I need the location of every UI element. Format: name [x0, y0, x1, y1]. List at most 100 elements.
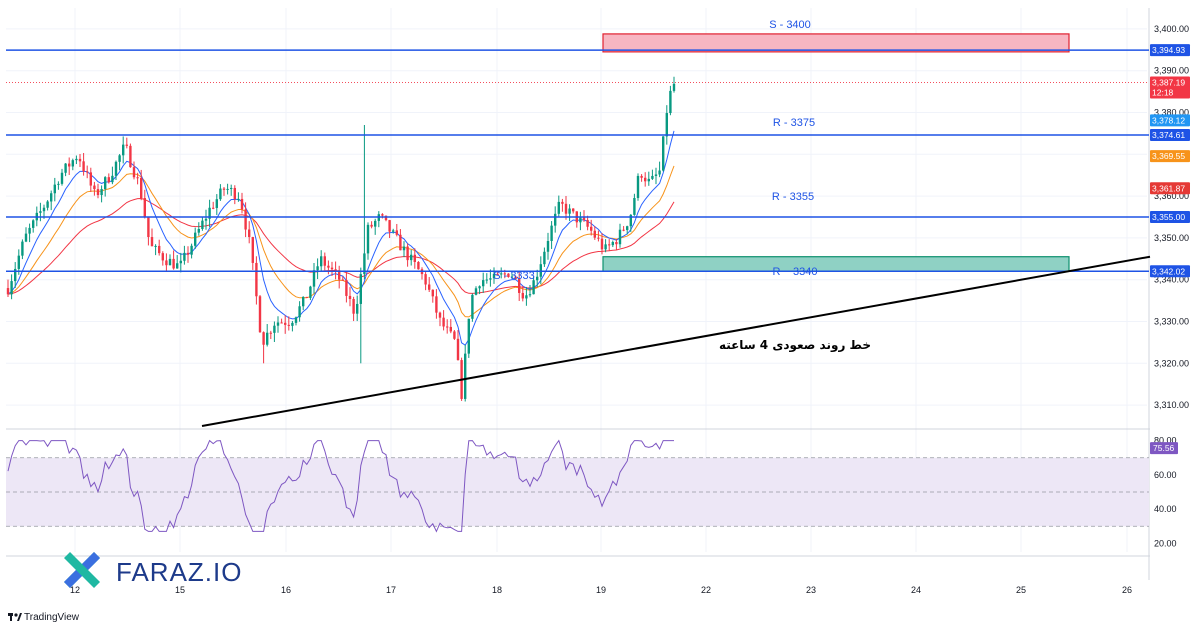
date-tick-label: 16 — [281, 585, 291, 595]
price-tick-label: 3,380.00 — [1154, 108, 1189, 118]
platform-label: TradingView — [24, 612, 80, 623]
candle — [71, 158, 74, 171]
candle — [507, 273, 510, 278]
candle — [662, 136, 665, 172]
candle — [125, 137, 128, 149]
trendline[interactable] — [201, 255, 1151, 427]
candle — [546, 232, 550, 260]
candle — [150, 228, 154, 247]
candle — [446, 319, 449, 334]
date-tick-label: 25 — [1016, 585, 1026, 595]
candle — [366, 222, 370, 260]
candle — [669, 85, 672, 116]
level-label: R ~ 3340 — [773, 266, 818, 278]
candle — [219, 184, 222, 201]
candle — [399, 229, 402, 251]
candle — [240, 192, 244, 214]
date-tick-label: 17 — [386, 585, 396, 595]
candle — [356, 295, 359, 322]
price-badge-text: 3,394.93 — [1152, 45, 1185, 55]
candle — [136, 172, 139, 185]
candle — [305, 296, 308, 298]
candle — [10, 274, 13, 300]
candle — [374, 218, 377, 235]
candle — [406, 243, 409, 267]
price-badge-text: 3,369.55 — [1152, 151, 1185, 161]
candle — [327, 260, 330, 275]
candle — [471, 293, 474, 322]
candle — [78, 153, 82, 167]
candle — [96, 183, 100, 199]
candle — [64, 163, 67, 177]
rsi-tick-label: 60.00 — [1154, 470, 1177, 480]
candle — [294, 316, 298, 326]
candle — [183, 245, 186, 265]
candle — [564, 196, 568, 220]
candle — [611, 240, 614, 248]
candle — [435, 289, 438, 319]
date-tick-label: 24 — [911, 585, 921, 595]
candle — [622, 226, 625, 232]
level-label: R - 3375 — [773, 117, 815, 129]
candle — [597, 230, 600, 242]
candle — [582, 210, 586, 222]
candle — [345, 271, 348, 303]
candle — [172, 250, 175, 270]
ma-mid-line — [7, 165, 675, 318]
price-tick-label: 3,350.00 — [1154, 233, 1189, 243]
candle — [39, 202, 42, 222]
candle — [46, 200, 49, 211]
level-label: R - 3355 — [772, 191, 814, 203]
candle — [363, 125, 366, 280]
candle — [338, 265, 341, 289]
candle — [266, 324, 269, 347]
candle — [68, 157, 71, 175]
candle — [316, 258, 319, 280]
candle — [82, 152, 85, 176]
candle — [496, 272, 499, 276]
candle — [417, 261, 420, 270]
price-badge: 3,369.55 — [1150, 150, 1190, 163]
candle — [302, 296, 305, 311]
candle — [280, 318, 283, 324]
candle — [586, 215, 589, 231]
ma-fast-line — [7, 130, 675, 346]
candle — [518, 271, 521, 301]
candle — [618, 223, 622, 248]
candle — [579, 211, 582, 231]
zones-layer — [602, 33, 1070, 272]
candle — [492, 267, 496, 284]
candle — [89, 167, 92, 192]
candle — [525, 286, 528, 306]
candle — [453, 330, 456, 340]
candle — [341, 276, 344, 281]
rsi-badge: 75.56 — [1150, 442, 1178, 455]
supply-zone[interactable] — [602, 33, 1070, 53]
candle — [348, 287, 352, 307]
candle — [21, 239, 24, 260]
demand-zone[interactable] — [602, 256, 1070, 272]
candle — [633, 193, 636, 216]
candle — [176, 255, 179, 269]
candle — [194, 227, 197, 250]
price-badge-text: 3,378.12 — [1152, 115, 1185, 125]
candle — [201, 216, 204, 231]
candle — [658, 161, 661, 178]
logo-text: FARAZ.IO — [116, 557, 242, 587]
candle — [28, 223, 31, 243]
candle — [510, 273, 514, 279]
candle — [590, 219, 593, 236]
candle — [647, 171, 650, 186]
candle — [636, 173, 640, 201]
candles-layer — [6, 76, 676, 402]
candle — [75, 155, 78, 165]
candle — [104, 176, 107, 197]
candle — [500, 267, 503, 279]
level-label: S - 3400 — [769, 19, 811, 31]
candle — [370, 221, 373, 229]
candle — [420, 267, 424, 280]
candle — [395, 223, 398, 237]
candle — [442, 310, 445, 331]
rsi-line — [7, 439, 674, 533]
